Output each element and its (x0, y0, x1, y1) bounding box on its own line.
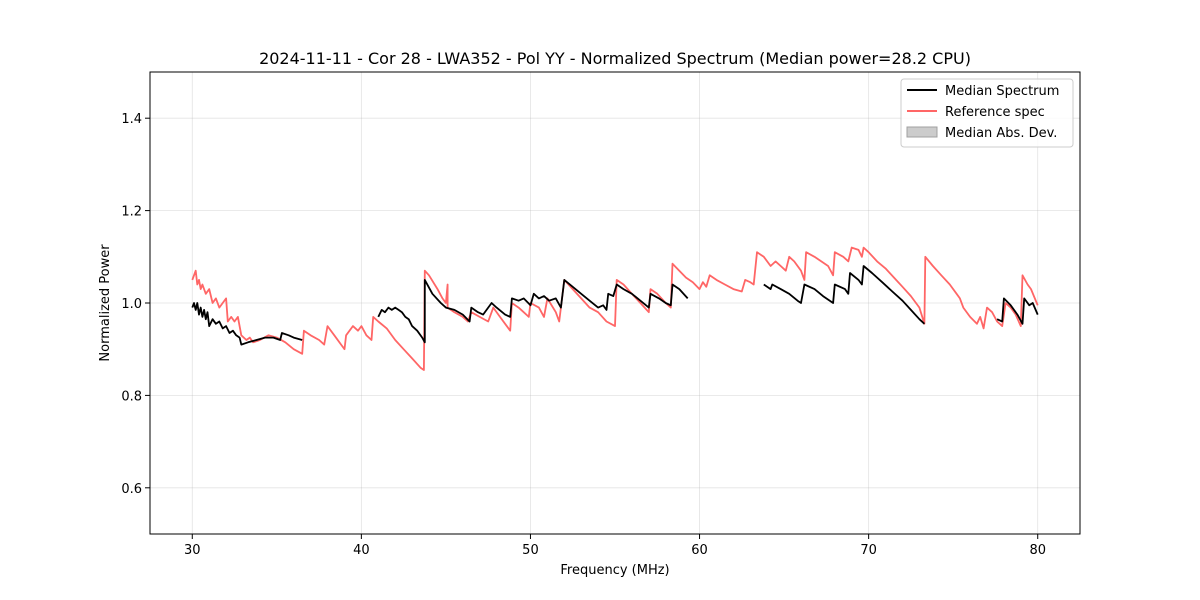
x-axis-label: Frequency (MHz) (560, 563, 669, 578)
legend-swatch-median-abs-dev (906, 126, 938, 138)
y-tick-label: 1.2 (121, 205, 142, 220)
legend-box (900, 78, 1074, 148)
median-spectrum-line-segment-3 (763, 265, 926, 325)
legend-label-median-abs-dev: Median Abs. Dev. (945, 126, 1057, 141)
chart-title: 2024-11-11 - Cor 28 - LWA352 - Pol YY - … (259, 49, 971, 68)
y-tick-label: 0.8 (121, 389, 142, 404)
x-tick-label: 70 (860, 543, 877, 558)
x-tick-label: 60 (691, 543, 708, 558)
x-tick-label: 40 (353, 543, 370, 558)
x-tick-label: 80 (1029, 543, 1046, 558)
y-tick-label: 1.0 (121, 297, 142, 312)
legend-label-median-spectrum: Median Spectrum (945, 84, 1059, 99)
y-axis-label: Normalized Power (98, 244, 113, 362)
reference-spec-line-segment-1 (191, 246, 1039, 371)
axis-ticks: 30 40 50 60 70 80 0.6 0.8 1.0 1.2 1.4 (121, 112, 1046, 558)
legend-label-reference-spec: Reference spec (945, 105, 1045, 120)
y-tick-label: 1.4 (121, 112, 142, 127)
y-tick-label: 0.6 (121, 482, 142, 497)
median-spectrum-line-segment-1 (191, 302, 303, 346)
x-tick-label: 50 (522, 543, 539, 558)
plot-series (191, 246, 1039, 371)
x-tick-label: 30 (184, 543, 201, 558)
median-spectrum-line-segment-4 (996, 297, 1039, 325)
median-spectrum-line-segment-2 (377, 278, 689, 344)
legend: Median Spectrum Reference spec Median Ab… (900, 78, 1074, 148)
